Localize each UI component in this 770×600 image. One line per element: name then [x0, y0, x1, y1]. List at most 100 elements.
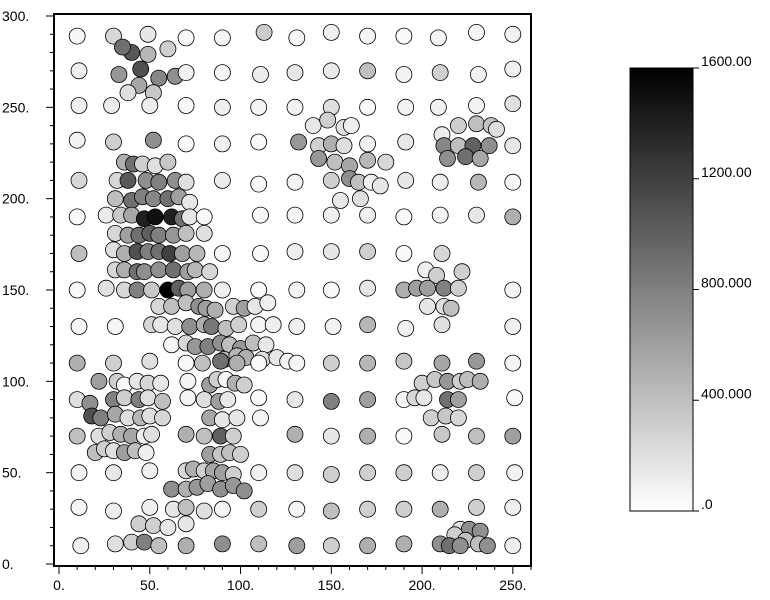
data-point [70, 62, 88, 80]
data-point [504, 25, 522, 43]
y-tick-label: 300. [2, 8, 29, 24]
data-point [359, 537, 377, 555]
data-point [106, 318, 124, 335]
data-point [177, 354, 195, 372]
data-point [195, 281, 213, 299]
data-point [286, 173, 304, 191]
data-point [130, 515, 148, 533]
data-point [213, 411, 231, 429]
data-point [173, 245, 191, 262]
data-point [453, 263, 471, 281]
data-point [250, 464, 268, 482]
data-point [322, 354, 340, 372]
data-point [395, 66, 413, 83]
data-point [397, 133, 415, 151]
data-point [250, 175, 268, 193]
data-point [150, 261, 168, 279]
data-point [116, 389, 133, 407]
data-point [428, 266, 446, 284]
data-point [395, 500, 413, 518]
data-point [224, 427, 242, 445]
data-point [468, 464, 485, 482]
data-point [395, 464, 413, 482]
data-point [90, 372, 108, 390]
data-point [119, 84, 137, 102]
data-point [469, 173, 487, 191]
data-point [397, 171, 415, 189]
data-point [213, 245, 231, 262]
colorbar-tick-label: .0 [701, 496, 713, 512]
data-point [504, 537, 522, 555]
data-point [397, 319, 415, 337]
data-point [154, 392, 171, 410]
data-point [286, 206, 304, 224]
data-point [213, 535, 231, 553]
data-point [429, 29, 447, 47]
data-point [359, 243, 377, 261]
data-point [235, 482, 253, 500]
data-point [219, 391, 237, 409]
data-point [252, 66, 269, 83]
data-point [504, 137, 522, 155]
data-point [252, 206, 269, 224]
data-point [70, 97, 88, 114]
data-point [213, 500, 231, 518]
data-point [250, 535, 268, 553]
data-point [326, 153, 344, 171]
colorbar: .0 400.000 800.000 1200.00 1600.00 [629, 53, 752, 512]
data-point [322, 243, 340, 261]
data-point [195, 427, 213, 445]
data-point [504, 208, 522, 226]
data-point [72, 537, 90, 555]
data-point [431, 173, 449, 191]
data-point [105, 133, 122, 151]
x-tick-label: 250. [499, 577, 526, 593]
data-point [415, 389, 433, 407]
data-point [235, 376, 253, 394]
data-point [159, 40, 177, 58]
data-point [319, 111, 337, 129]
data-point [230, 316, 248, 334]
data-point [177, 97, 195, 114]
data-point [359, 391, 377, 409]
data-point [259, 294, 277, 312]
data-point [250, 316, 268, 334]
data-point [359, 354, 377, 372]
data-point [478, 537, 496, 555]
data-point [286, 243, 304, 261]
data-point [141, 352, 159, 370]
data-point [141, 97, 159, 114]
x-tick-label: 50. [140, 577, 159, 593]
data-point [206, 301, 224, 319]
data-point [288, 537, 306, 555]
data-point [322, 281, 340, 299]
data-point [286, 425, 304, 443]
data-point [395, 208, 413, 226]
data-point [468, 427, 485, 445]
data-point [232, 445, 249, 463]
data-point [68, 281, 86, 299]
data-point [186, 261, 204, 279]
data-point [504, 354, 522, 372]
data-point [181, 318, 199, 335]
y-tick-label: 100. [2, 373, 29, 389]
y-axis: 0. 50. 100. 150. 200. 250. 300. [2, 8, 54, 572]
data-point [359, 98, 377, 116]
data-point [250, 500, 268, 518]
data-point [68, 27, 86, 45]
y-tick-label: 0. [2, 556, 14, 572]
data-point [201, 263, 219, 281]
data-point [250, 281, 268, 299]
data-point [70, 464, 88, 482]
data-point [177, 173, 195, 191]
data-point [159, 519, 177, 536]
data-point [106, 190, 124, 208]
colorbar-gradient [629, 67, 694, 512]
data-point [213, 135, 231, 153]
data-point [68, 208, 86, 226]
data-point [110, 66, 128, 83]
data-point [213, 281, 231, 299]
data-point [504, 318, 522, 335]
data-point [342, 117, 360, 134]
